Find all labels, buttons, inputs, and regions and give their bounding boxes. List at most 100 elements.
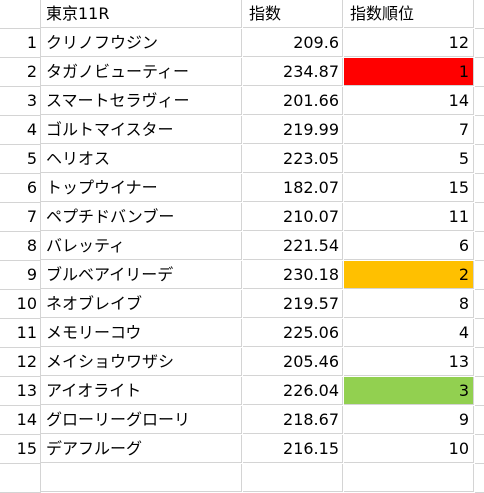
trailing-cell[interactable]: [475, 290, 484, 319]
index-cell[interactable]: 219.99: [243, 116, 343, 144]
trailing-cell[interactable]: [475, 145, 484, 174]
rank-cell[interactable]: [344, 464, 474, 492]
trailing-cell[interactable]: [475, 435, 484, 464]
index-cell[interactable]: 223.05: [243, 145, 343, 173]
name-cell[interactable]: メモリーコウ: [41, 319, 242, 347]
table-row: 8 バレッティ 221.54 6: [0, 232, 484, 261]
row-number-cell[interactable]: 10: [0, 290, 41, 319]
trailing-cell[interactable]: [475, 203, 484, 232]
header-name-cell[interactable]: 東京11R: [41, 0, 242, 28]
rank-cell[interactable]: 8: [344, 290, 474, 318]
index-cell[interactable]: 209.6: [243, 29, 343, 57]
table-row: 7 ペプチドバンブー 210.07 11: [0, 203, 484, 232]
row-number-cell[interactable]: 12: [0, 348, 41, 377]
trailing-cell[interactable]: [475, 348, 484, 377]
index-cell[interactable]: 221.54: [243, 232, 343, 260]
name-cell[interactable]: クリノフウジン: [41, 29, 242, 57]
index-cell[interactable]: 182.07: [243, 174, 343, 202]
trailing-cell[interactable]: [475, 116, 484, 145]
index-cell[interactable]: 216.15: [243, 435, 343, 463]
row-number: 14: [16, 410, 37, 429]
row-number-cell[interactable]: 4: [0, 116, 41, 145]
trailing-cell[interactable]: [475, 232, 484, 261]
rank-cell[interactable]: 1: [344, 58, 474, 86]
row-number-cell[interactable]: 5: [0, 145, 41, 174]
name-cell[interactable]: アイオライト: [41, 377, 242, 405]
trailing-cell[interactable]: [475, 0, 484, 29]
row-number-cell[interactable]: 8: [0, 232, 41, 261]
index-cell[interactable]: 230.18: [243, 261, 343, 289]
index-cell[interactable]: 234.87: [243, 58, 343, 86]
rank-cell[interactable]: 5: [344, 145, 474, 173]
name-cell[interactable]: ネオブレイブ: [41, 290, 242, 318]
table-row: 6 トップウイナー 182.07 15: [0, 174, 484, 203]
row-number: 10: [16, 294, 37, 313]
header-row: 東京11R 指数 指数順位: [0, 0, 484, 29]
name-cell[interactable]: [41, 464, 242, 492]
name-cell[interactable]: ゴルトマイスター: [41, 116, 242, 144]
rank-cell[interactable]: 15: [344, 174, 474, 202]
index-cell[interactable]: 219.57: [243, 290, 343, 318]
trailing-cell[interactable]: [475, 319, 484, 348]
rank-cell[interactable]: 7: [344, 116, 474, 144]
rank-cell[interactable]: 9: [344, 406, 474, 434]
table-row: 9 ブルベアイリーデ 230.18 2: [0, 261, 484, 290]
name-cell[interactable]: トップウイナー: [41, 174, 242, 202]
name-cell[interactable]: メイショウワザシ: [41, 348, 242, 376]
rank-cell[interactable]: 11: [344, 203, 474, 231]
row-number-cell[interactable]: 3: [0, 87, 41, 116]
header-rank-cell[interactable]: 指数順位: [344, 0, 474, 28]
index-cell[interactable]: 226.04: [243, 377, 343, 405]
rank-cell[interactable]: 2: [344, 261, 474, 289]
trailing-cell[interactable]: [475, 58, 484, 87]
index-cell[interactable]: 225.06: [243, 319, 343, 347]
header-index-cell[interactable]: 指数: [243, 0, 343, 28]
name-cell[interactable]: スマートセラヴィー: [41, 87, 242, 115]
name-cell[interactable]: バレッティ: [41, 232, 242, 260]
rank-cell[interactable]: 3: [344, 377, 474, 405]
index-cell[interactable]: 201.66: [243, 87, 343, 115]
row-number-cell[interactable]: 7: [0, 203, 41, 232]
name-cell[interactable]: デアフルーグ: [41, 435, 242, 463]
row-number: 15: [16, 439, 37, 458]
row-number-cell[interactable]: 11: [0, 319, 41, 348]
rank-cell[interactable]: 14: [344, 87, 474, 115]
row-number: 9: [26, 265, 37, 284]
rank-cell[interactable]: 6: [344, 232, 474, 260]
rank-cell[interactable]: 12: [344, 29, 474, 57]
row-number: 5: [26, 149, 37, 168]
row-number-cell[interactable]: 2: [0, 58, 41, 87]
row-number: 13: [16, 381, 37, 400]
row-number-cell[interactable]: 15: [0, 435, 41, 464]
row-number-cell[interactable]: 1: [0, 29, 41, 58]
trailing-cell[interactable]: [475, 87, 484, 116]
row-number-cell[interactable]: 13: [0, 377, 41, 406]
trailing-cell[interactable]: [475, 377, 484, 406]
index-cell[interactable]: 218.67: [243, 406, 343, 434]
row-number-cell[interactable]: 9: [0, 261, 41, 290]
trailing-cell[interactable]: [475, 174, 484, 203]
row-number: 4: [26, 120, 37, 139]
index-cell[interactable]: 210.07: [243, 203, 343, 231]
name-cell[interactable]: タガノビューティー: [41, 58, 242, 86]
name-cell[interactable]: ヘリオス: [41, 145, 242, 173]
name-cell[interactable]: グローリーグローリ: [41, 406, 242, 434]
header-corner-cell[interactable]: [0, 0, 41, 29]
trailing-cell[interactable]: [475, 29, 484, 58]
row-number-cell[interactable]: 6: [0, 174, 41, 203]
trailing-cell[interactable]: [475, 261, 484, 290]
rank-cell[interactable]: 10: [344, 435, 474, 463]
rank-cell[interactable]: 4: [344, 319, 474, 347]
table-row: 5 ヘリオス 223.05 5: [0, 145, 484, 174]
trailing-cell[interactable]: [475, 406, 484, 435]
row-number: 8: [26, 236, 37, 255]
name-cell[interactable]: ブルベアイリーデ: [41, 261, 242, 289]
name-cell[interactable]: ペプチドバンブー: [41, 203, 242, 231]
index-cell[interactable]: 205.46: [243, 348, 343, 376]
index-cell[interactable]: [243, 464, 343, 492]
rank-cell[interactable]: 13: [344, 348, 474, 376]
table-row: 3 スマートセラヴィー 201.66 14: [0, 87, 484, 116]
row-number-cell[interactable]: 14: [0, 406, 41, 435]
table-row: 4 ゴルトマイスター 219.99 7: [0, 116, 484, 145]
